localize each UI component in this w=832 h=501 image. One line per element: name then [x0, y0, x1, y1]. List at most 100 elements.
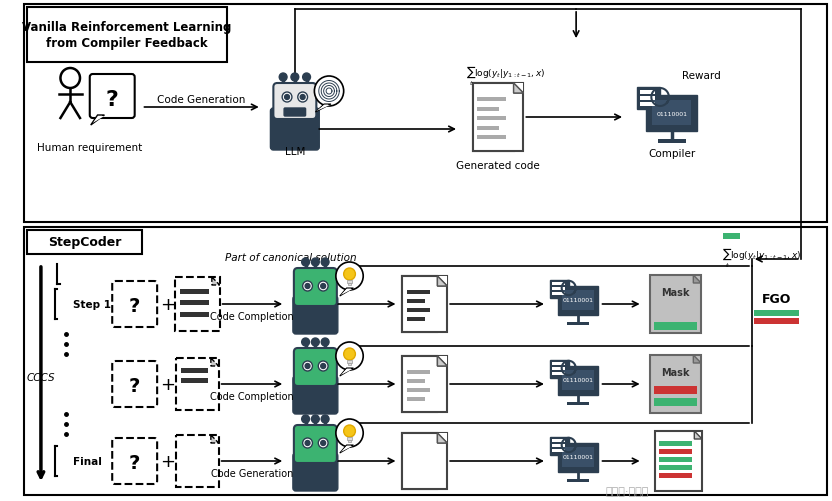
Circle shape	[302, 415, 310, 423]
Bar	[552, 444, 565, 447]
FancyBboxPatch shape	[270, 109, 319, 151]
Bar	[176, 358, 219, 410]
Circle shape	[321, 259, 329, 267]
Bar	[478, 107, 499, 111]
Bar	[24, 227, 827, 495]
Text: Vanilla Reinforcement Learning: Vanilla Reinforcement Learning	[22, 21, 231, 34]
Bar	[478, 127, 499, 131]
Text: $\sum_t \log(y_t|y_{1:t-1}, x)$: $\sum_t \log(y_t|y_{1:t-1}, x)$	[466, 64, 546, 88]
Text: Final: Final	[73, 456, 102, 466]
Bar	[407, 317, 425, 321]
FancyBboxPatch shape	[112, 361, 157, 407]
Bar	[552, 283, 565, 286]
Text: Human requirement: Human requirement	[37, 143, 142, 153]
Polygon shape	[438, 356, 448, 366]
Text: +: +	[161, 452, 176, 470]
FancyBboxPatch shape	[90, 75, 135, 119]
Polygon shape	[315, 105, 331, 113]
Bar	[438, 277, 448, 287]
Bar	[27, 8, 227, 63]
Circle shape	[282, 93, 292, 103]
Bar	[181, 368, 208, 373]
Bar	[407, 397, 425, 401]
Bar	[659, 457, 692, 462]
Circle shape	[303, 74, 310, 82]
Circle shape	[305, 440, 310, 445]
Circle shape	[336, 419, 364, 447]
Polygon shape	[693, 355, 701, 363]
Polygon shape	[693, 276, 701, 284]
Circle shape	[319, 361, 328, 371]
Bar	[552, 439, 565, 442]
Bar	[407, 388, 430, 392]
Bar	[403, 433, 448, 489]
Polygon shape	[341, 369, 353, 375]
FancyBboxPatch shape	[274, 84, 316, 120]
Polygon shape	[91, 116, 104, 126]
Bar	[180, 312, 209, 317]
Bar	[348, 363, 351, 365]
Circle shape	[298, 93, 308, 103]
Bar	[550, 437, 569, 455]
Bar	[478, 117, 506, 121]
Bar	[652, 101, 691, 126]
Bar	[347, 437, 353, 440]
Bar	[552, 367, 565, 370]
Polygon shape	[316, 106, 330, 112]
Circle shape	[321, 338, 329, 346]
Polygon shape	[341, 290, 353, 296]
Bar	[407, 309, 430, 313]
Bar	[562, 447, 594, 467]
Bar	[640, 91, 656, 94]
Polygon shape	[513, 84, 523, 94]
Bar	[347, 281, 353, 284]
Polygon shape	[694, 431, 702, 439]
Bar	[403, 356, 448, 412]
FancyBboxPatch shape	[112, 282, 157, 327]
Text: Code Completion: Code Completion	[210, 391, 294, 401]
Bar	[552, 288, 565, 291]
Bar	[348, 284, 351, 286]
Bar	[659, 465, 692, 470]
Text: Part of canonical solution: Part of canonical solution	[225, 253, 356, 263]
Circle shape	[305, 364, 310, 369]
FancyBboxPatch shape	[293, 376, 338, 414]
Bar	[658, 140, 686, 144]
Circle shape	[336, 263, 364, 291]
Polygon shape	[210, 358, 219, 366]
Text: FGO: FGO	[761, 293, 791, 306]
Bar	[640, 103, 656, 106]
Bar	[651, 355, 701, 413]
Bar	[659, 449, 692, 454]
Bar	[24, 5, 827, 222]
Circle shape	[314, 77, 344, 107]
Circle shape	[280, 74, 287, 82]
Circle shape	[305, 284, 310, 289]
Polygon shape	[438, 356, 448, 366]
Text: +: +	[161, 296, 176, 313]
Circle shape	[319, 282, 328, 292]
Text: Code Generation: Code Generation	[210, 468, 293, 478]
Text: Mask: Mask	[661, 367, 690, 377]
Circle shape	[320, 364, 325, 369]
Polygon shape	[339, 368, 354, 376]
Polygon shape	[513, 84, 523, 94]
Circle shape	[321, 415, 329, 423]
Bar	[403, 277, 448, 332]
Bar	[552, 449, 565, 452]
Bar	[636, 88, 660, 110]
Circle shape	[344, 269, 355, 281]
Bar	[407, 379, 425, 383]
Polygon shape	[438, 277, 448, 287]
Bar	[180, 301, 209, 306]
Bar	[513, 84, 523, 94]
Bar	[473, 84, 513, 152]
Polygon shape	[339, 289, 354, 297]
Text: 01110001: 01110001	[562, 454, 593, 459]
FancyBboxPatch shape	[294, 269, 337, 307]
Circle shape	[344, 425, 355, 437]
Bar	[754, 311, 799, 316]
Bar	[403, 433, 438, 489]
Bar	[646, 96, 697, 132]
Circle shape	[311, 415, 319, 423]
